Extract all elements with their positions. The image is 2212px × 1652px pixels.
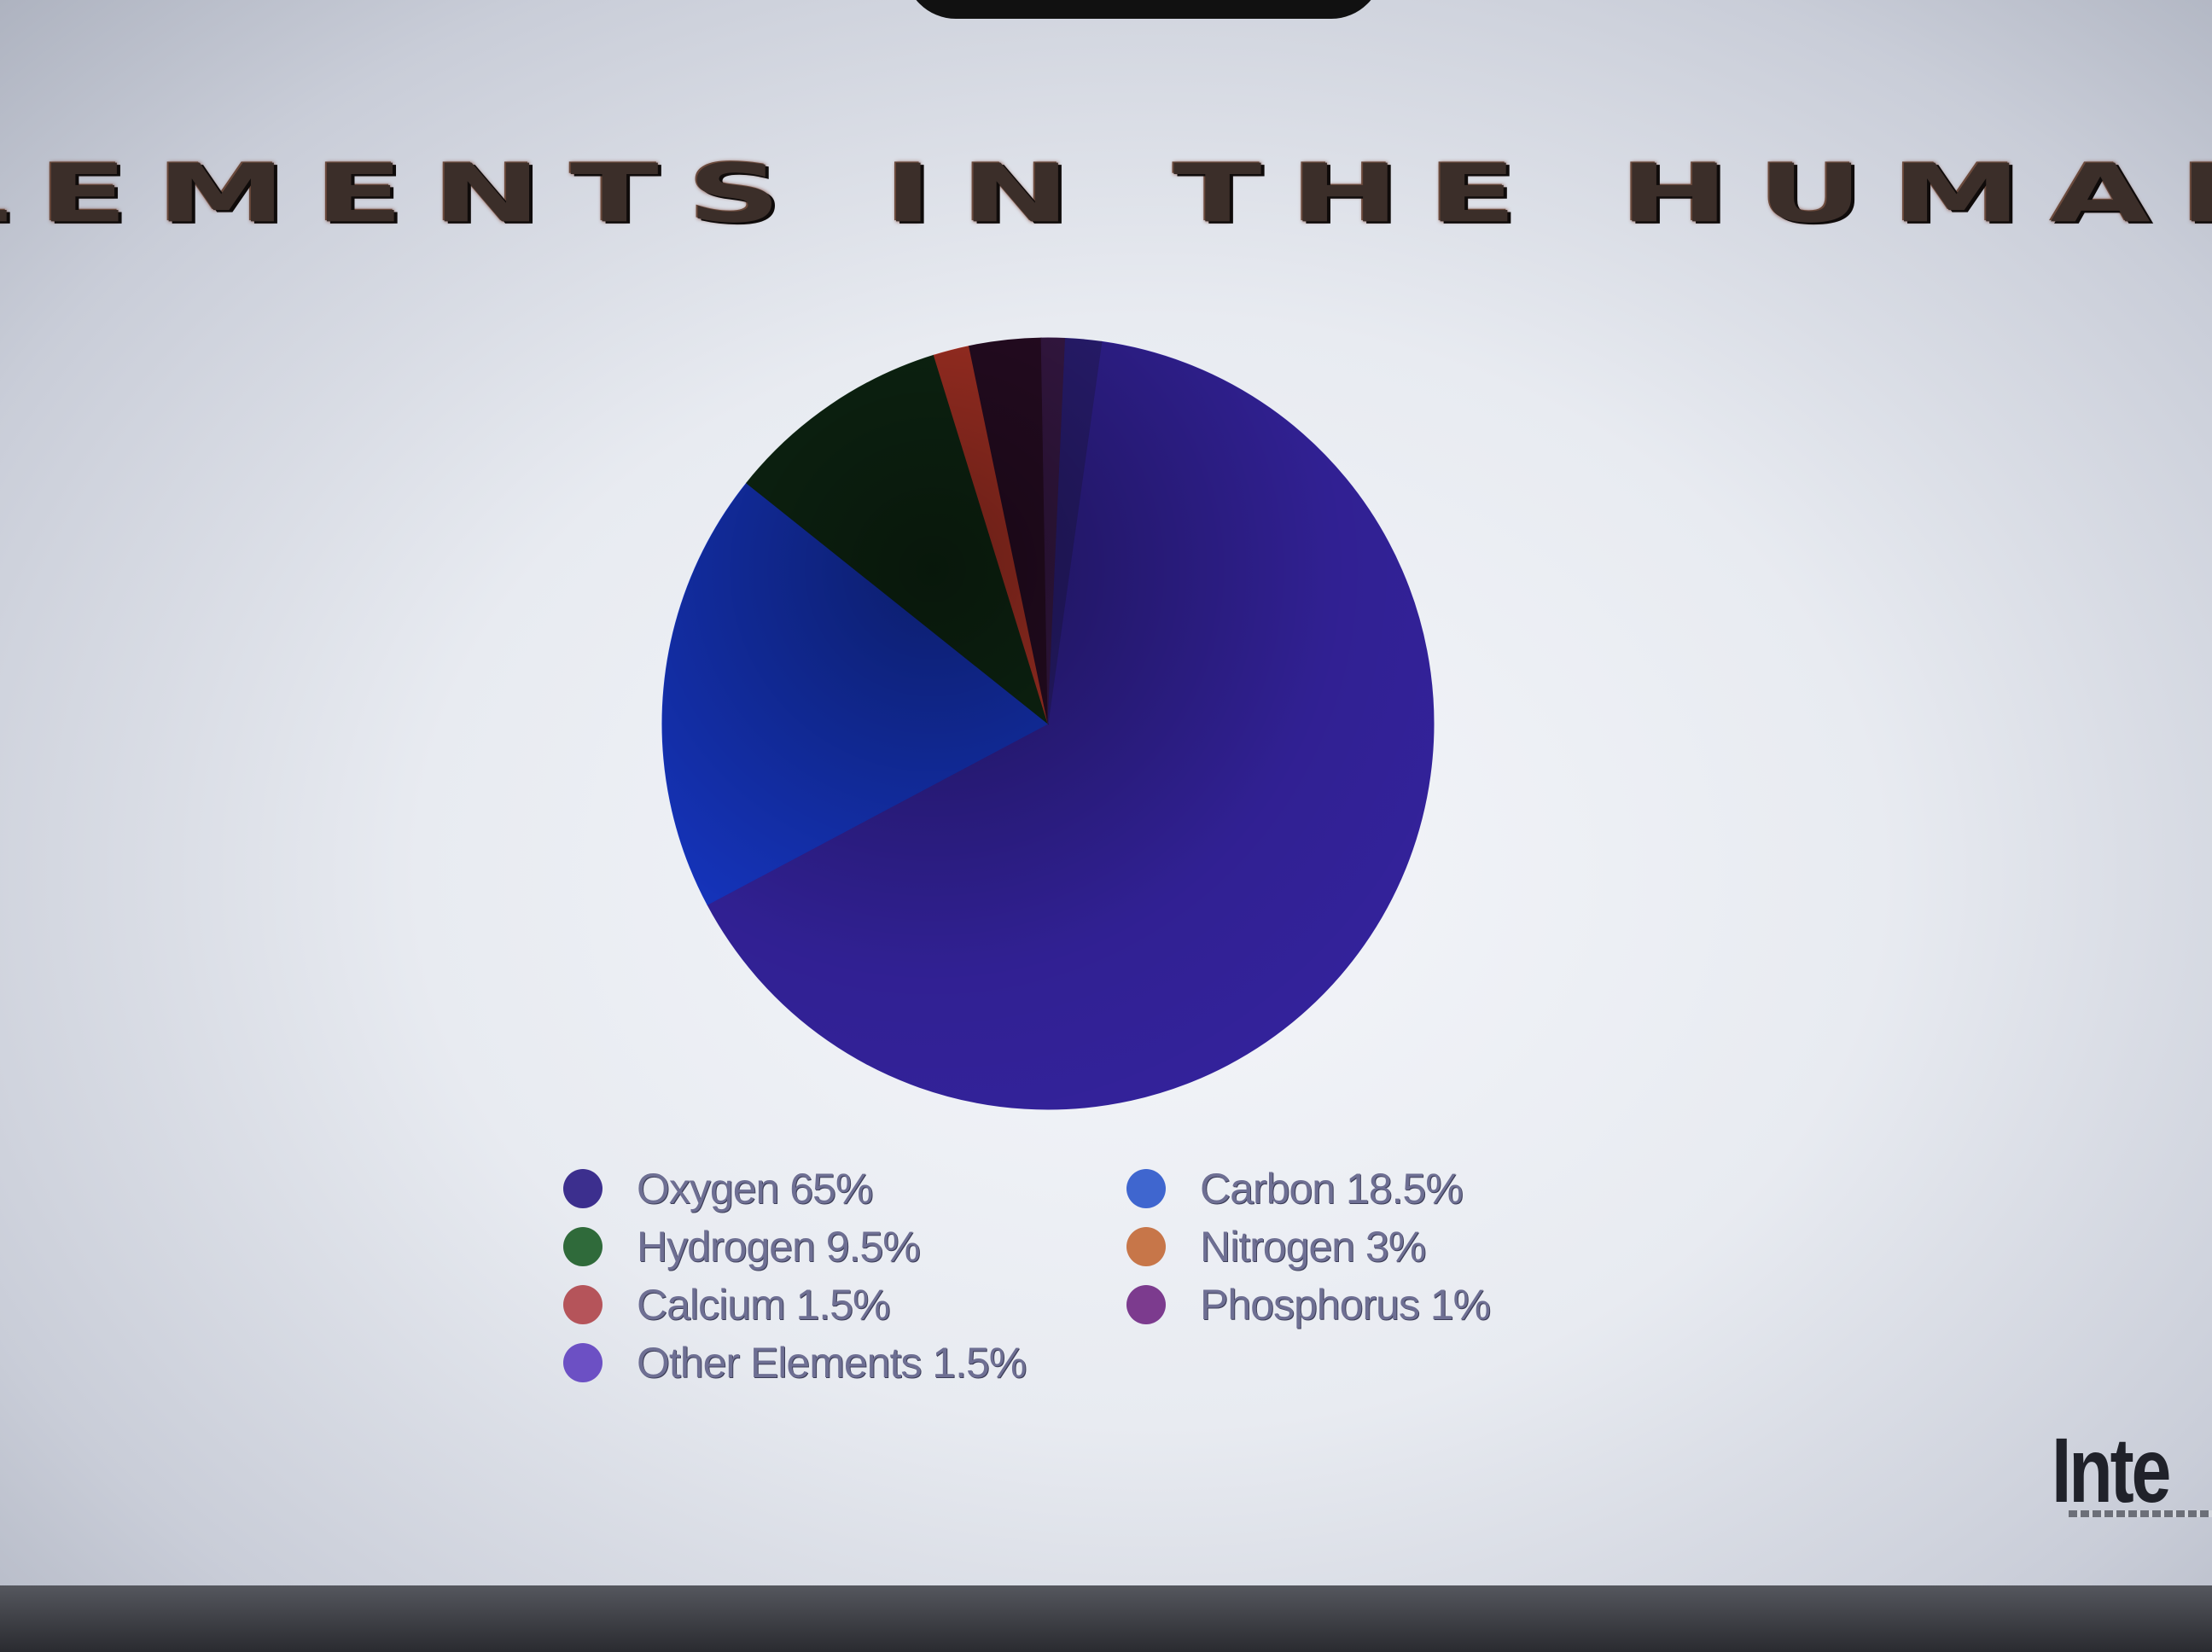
legend-item-phosphorus: Phosphorus 1% — [1126, 1278, 1587, 1331]
screen-bottom-bezel — [0, 1585, 2212, 1652]
legend-swatch-oxygen — [563, 1169, 602, 1208]
legend-item-oxygen: Oxygen 65% — [563, 1162, 1126, 1215]
legend-swatch-hydrogen — [563, 1227, 602, 1266]
legend-label-carbon: Carbon 18.5% — [1200, 1165, 1464, 1213]
legend-item-calcium: Calcium 1.5% — [563, 1278, 1126, 1331]
brand-logo-underline — [2069, 1510, 2212, 1517]
legend-swatch-nitrogen — [1126, 1227, 1166, 1266]
legend-swatch-calcium — [563, 1285, 602, 1324]
brand-logo: Inte — [2052, 1418, 2171, 1521]
projection-screen: LEMENTS IN THE HUMAN BOD Oxygen 65% Carb… — [0, 0, 2212, 1585]
legend-swatch-carbon — [1126, 1169, 1166, 1208]
screen-top-notch — [905, 0, 1382, 19]
legend-label-calcium: Calcium 1.5% — [637, 1281, 890, 1329]
legend-label-other-elements: Other Elements 1.5% — [637, 1339, 1027, 1387]
legend-label-phosphorus: Phosphorus 1% — [1200, 1281, 1491, 1329]
legend-label-hydrogen: Hydrogen 9.5% — [637, 1223, 921, 1271]
legend-item-nitrogen: Nitrogen 3% — [1126, 1220, 1587, 1273]
legend-label-nitrogen: Nitrogen 3% — [1200, 1223, 1426, 1271]
legend-swatch-other-elements — [563, 1343, 602, 1382]
chart-legend: Oxygen 65% Carbon 18.5% Hydrogen 9.5% Ni… — [563, 1162, 1587, 1389]
legend-item-hydrogen: Hydrogen 9.5% — [563, 1220, 1126, 1273]
legend-item-other-elements: Other Elements 1.5% — [563, 1336, 1126, 1389]
legend-swatch-phosphorus — [1126, 1285, 1166, 1324]
legend-label-oxygen: Oxygen 65% — [637, 1165, 873, 1213]
legend-item-carbon: Carbon 18.5% — [1126, 1162, 1587, 1215]
slide-title: LEMENTS IN THE HUMAN BOD — [0, 146, 2212, 241]
pie-shading — [662, 338, 1434, 1109]
pie-chart — [661, 337, 1435, 1110]
